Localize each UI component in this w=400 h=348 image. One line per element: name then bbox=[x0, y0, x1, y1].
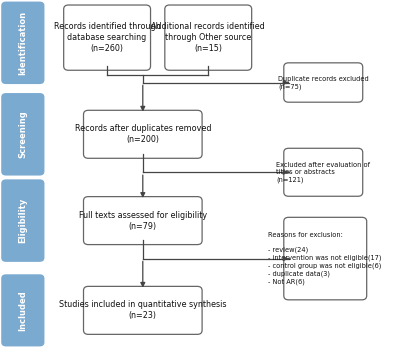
FancyBboxPatch shape bbox=[165, 5, 252, 70]
FancyBboxPatch shape bbox=[284, 63, 363, 102]
Text: Additional records identified
through Other source
(n=15): Additional records identified through Ot… bbox=[151, 22, 265, 53]
Text: Screening: Screening bbox=[18, 110, 27, 158]
FancyBboxPatch shape bbox=[84, 286, 202, 334]
Text: Reasons for exclusion:

- review(24)
- intervention was not eligible(17)
- contr: Reasons for exclusion: - review(24) - in… bbox=[268, 232, 382, 285]
FancyBboxPatch shape bbox=[64, 5, 150, 70]
FancyBboxPatch shape bbox=[84, 110, 202, 158]
Text: Excluded after evaluation of
titles or abstracts
(n=121): Excluded after evaluation of titles or a… bbox=[276, 161, 370, 183]
Text: Records identified through
database searching
(n=260): Records identified through database sear… bbox=[54, 22, 160, 53]
FancyBboxPatch shape bbox=[1, 1, 44, 84]
FancyBboxPatch shape bbox=[1, 179, 44, 262]
FancyBboxPatch shape bbox=[284, 148, 363, 196]
Text: Full texts assessed for eligibility
(n=79): Full texts assessed for eligibility (n=7… bbox=[79, 211, 207, 231]
Text: Studies included in quantitative synthesis
(n=23): Studies included in quantitative synthes… bbox=[59, 300, 226, 321]
FancyBboxPatch shape bbox=[1, 274, 44, 347]
FancyBboxPatch shape bbox=[84, 197, 202, 245]
Text: Eligibility: Eligibility bbox=[18, 198, 27, 243]
Text: Duplicate records excluded
(n=75): Duplicate records excluded (n=75) bbox=[278, 76, 369, 89]
FancyBboxPatch shape bbox=[284, 217, 367, 300]
Text: Identification: Identification bbox=[18, 11, 27, 75]
FancyBboxPatch shape bbox=[1, 93, 44, 175]
Text: Included: Included bbox=[18, 290, 27, 331]
Text: Records after duplicates removed
(n=200): Records after duplicates removed (n=200) bbox=[74, 124, 211, 144]
